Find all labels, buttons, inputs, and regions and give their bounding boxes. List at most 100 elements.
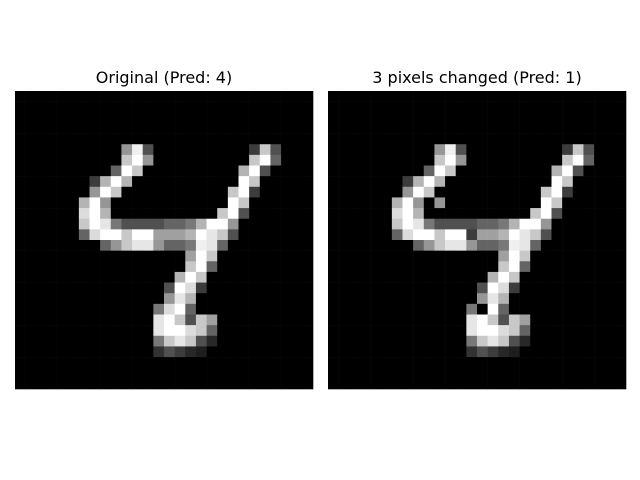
pixel bbox=[413, 303, 425, 315]
pixel bbox=[270, 165, 282, 177]
pixel bbox=[302, 282, 314, 294]
pixel bbox=[413, 154, 425, 166]
pixel bbox=[466, 197, 478, 209]
pixel bbox=[455, 144, 467, 156]
pixel bbox=[498, 357, 510, 369]
pixel bbox=[89, 314, 101, 326]
pixel bbox=[508, 271, 520, 283]
pixel bbox=[281, 112, 293, 124]
pixel bbox=[338, 346, 350, 358]
pixel bbox=[423, 218, 435, 230]
pixel bbox=[36, 122, 48, 134]
pixel bbox=[572, 240, 584, 251]
pixel bbox=[466, 357, 478, 369]
pixel bbox=[551, 112, 563, 124]
pixel bbox=[594, 208, 606, 220]
pixel bbox=[291, 229, 303, 241]
pixel bbox=[519, 144, 531, 156]
pixel bbox=[142, 378, 154, 390]
pixel bbox=[391, 122, 403, 134]
pixel bbox=[572, 357, 584, 369]
pixel bbox=[359, 154, 371, 166]
pixel bbox=[142, 282, 154, 294]
pixel bbox=[423, 122, 435, 134]
pixel bbox=[604, 144, 616, 156]
pixel bbox=[121, 367, 133, 379]
pixel bbox=[89, 101, 101, 113]
pixel bbox=[89, 165, 101, 177]
pixel bbox=[164, 91, 175, 102]
pixel bbox=[15, 101, 26, 113]
pixel bbox=[434, 357, 446, 369]
pixel bbox=[413, 314, 425, 326]
pixel bbox=[36, 357, 48, 369]
pixel bbox=[100, 165, 112, 177]
pixel bbox=[530, 250, 542, 262]
pixel bbox=[259, 165, 271, 177]
pixel bbox=[36, 261, 48, 273]
pixel bbox=[594, 133, 606, 145]
pixel bbox=[25, 144, 37, 156]
pixel bbox=[121, 378, 133, 390]
pixel bbox=[540, 293, 552, 305]
pixel bbox=[281, 271, 293, 283]
pixel bbox=[57, 165, 69, 177]
pixel bbox=[413, 122, 425, 134]
pixel bbox=[530, 357, 542, 369]
pixel bbox=[46, 240, 58, 251]
pixel bbox=[594, 346, 606, 358]
pixel bbox=[615, 325, 627, 337]
pixel bbox=[302, 357, 314, 369]
pixel bbox=[391, 112, 403, 124]
pixel bbox=[423, 176, 435, 188]
pixel bbox=[227, 303, 239, 315]
pixel bbox=[540, 314, 552, 326]
pixel bbox=[370, 218, 382, 230]
pixel bbox=[57, 378, 69, 390]
pixel bbox=[121, 186, 133, 198]
pixel bbox=[132, 112, 144, 124]
pixel bbox=[281, 229, 293, 241]
pixel bbox=[57, 240, 69, 251]
pixel bbox=[572, 112, 584, 124]
pixel bbox=[15, 154, 26, 166]
pixel bbox=[132, 144, 144, 156]
pixel bbox=[89, 367, 101, 379]
pixel bbox=[227, 250, 239, 262]
pixel bbox=[402, 314, 414, 326]
pixel bbox=[121, 282, 133, 294]
pixel bbox=[498, 101, 510, 113]
pixel bbox=[391, 154, 403, 166]
pixel bbox=[413, 176, 425, 188]
pixel bbox=[121, 250, 133, 262]
pixel bbox=[57, 154, 69, 166]
pixel bbox=[89, 186, 101, 198]
pixel bbox=[46, 176, 58, 188]
pixel bbox=[132, 186, 144, 198]
pixel bbox=[508, 367, 520, 379]
pixel bbox=[46, 122, 58, 134]
pixel bbox=[434, 112, 446, 124]
pixel bbox=[46, 314, 58, 326]
pixel bbox=[121, 303, 133, 315]
pixel bbox=[25, 112, 37, 124]
pixel bbox=[455, 378, 467, 390]
pixel bbox=[349, 367, 361, 379]
pixel bbox=[328, 91, 339, 102]
pixel bbox=[402, 261, 414, 273]
pixel bbox=[206, 154, 218, 166]
pixel bbox=[402, 250, 414, 262]
pixel bbox=[238, 271, 250, 283]
pixel bbox=[195, 112, 207, 124]
pixel bbox=[540, 122, 552, 134]
pixel bbox=[381, 378, 393, 390]
pixel bbox=[25, 165, 37, 177]
pixel bbox=[110, 357, 122, 369]
pixel bbox=[78, 314, 90, 326]
pixel bbox=[434, 101, 446, 113]
pixel bbox=[487, 335, 499, 347]
pixel bbox=[487, 367, 499, 379]
pixel bbox=[249, 176, 261, 188]
pixel bbox=[57, 325, 69, 337]
pixel bbox=[359, 165, 371, 177]
